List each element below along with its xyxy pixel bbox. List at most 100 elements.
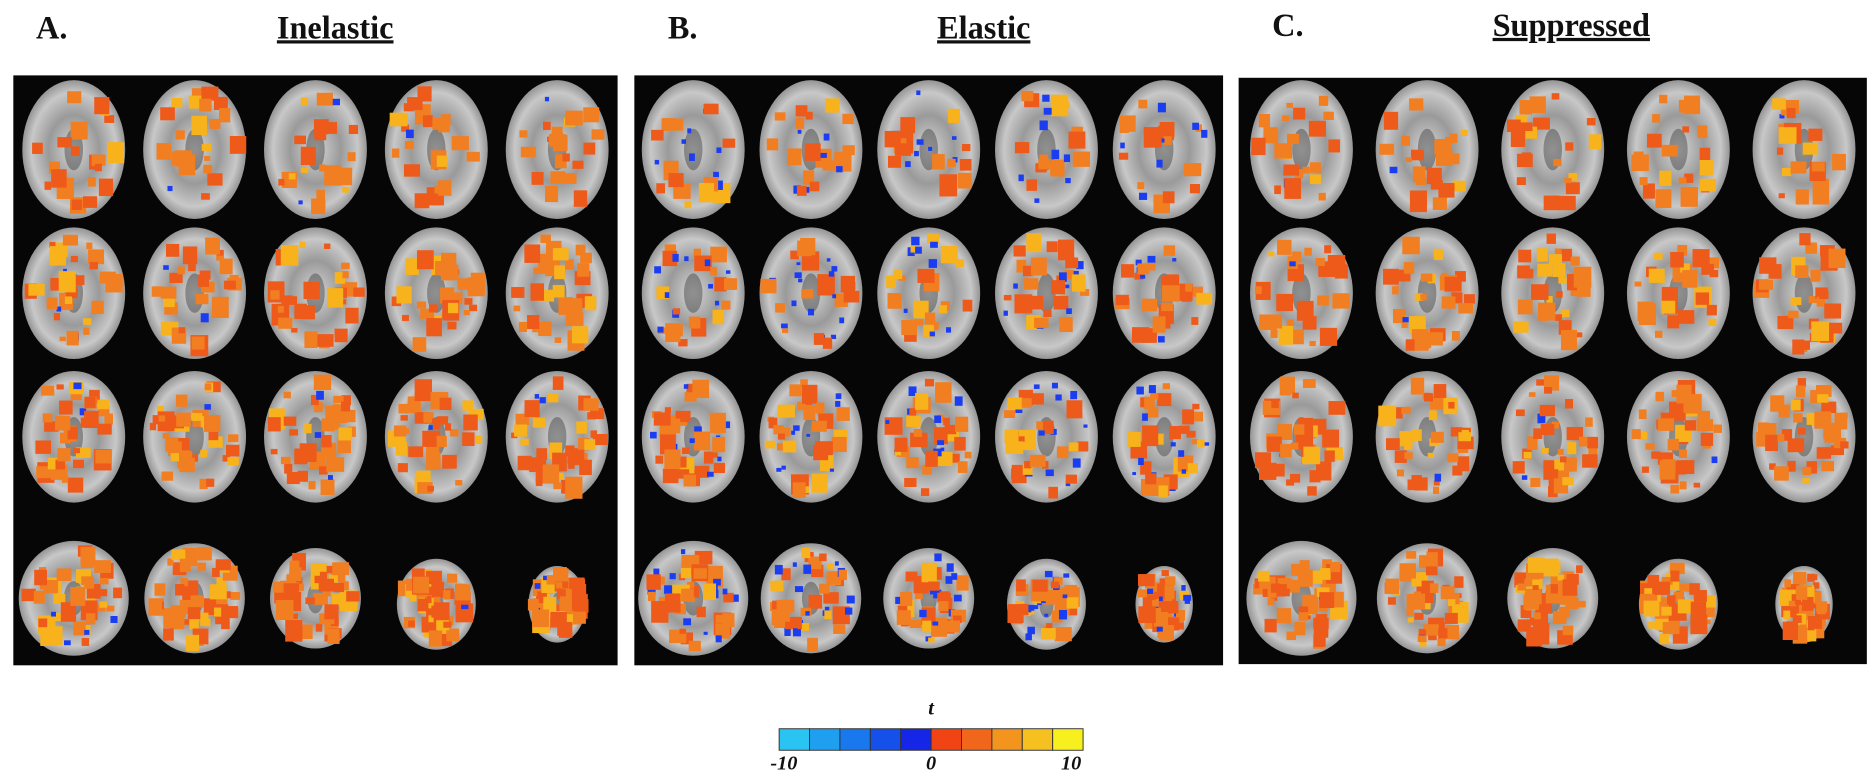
positive-activation — [1121, 264, 1134, 277]
positive-activation — [447, 322, 456, 329]
positive-activation — [188, 255, 194, 263]
positive-activation — [55, 416, 70, 431]
positive-activation — [1802, 478, 1810, 484]
positive-activation — [73, 460, 84, 468]
positive-activation — [793, 482, 806, 498]
positive-activation — [198, 563, 206, 571]
positive-activation — [1302, 167, 1309, 174]
positive-activation — [1161, 303, 1173, 311]
positive-activation — [1251, 138, 1265, 155]
positive-activation — [176, 413, 191, 427]
positive-activation — [230, 592, 240, 600]
positive-activation — [1803, 143, 1818, 155]
positive-activation — [910, 620, 921, 628]
positive-activation — [1416, 177, 1426, 185]
positive-activation — [1778, 434, 1785, 442]
positive-activation — [684, 201, 691, 208]
positive-activation — [171, 98, 182, 107]
positive-activation — [770, 581, 783, 592]
positive-activation — [1694, 483, 1701, 488]
positive-activation — [1634, 152, 1644, 160]
positive-activation — [1119, 153, 1128, 160]
negative-activation — [73, 383, 81, 390]
positive-activation — [1817, 394, 1828, 403]
brain-ventricle — [1418, 129, 1437, 171]
negative-activation — [929, 259, 937, 268]
negative-activation — [684, 384, 689, 389]
positive-activation — [943, 621, 960, 633]
positive-activation — [270, 290, 279, 299]
positive-activation — [1310, 174, 1321, 184]
negative-activation — [793, 628, 798, 633]
positive-activation — [85, 397, 96, 408]
negative-activation — [1070, 391, 1077, 399]
positive-activation — [285, 620, 302, 642]
positive-activation — [1024, 278, 1039, 290]
positive-activation — [176, 395, 188, 407]
positive-activation — [1410, 190, 1427, 212]
colorbar-cell — [901, 729, 931, 751]
negative-activation — [955, 396, 963, 405]
positive-activation — [1708, 319, 1716, 326]
positive-activation — [95, 164, 102, 171]
positive-activation — [1700, 179, 1716, 192]
positive-activation — [99, 601, 107, 607]
positive-activation — [1279, 326, 1294, 345]
positive-activation — [925, 379, 934, 387]
positive-activation — [83, 327, 89, 334]
positive-activation — [1268, 598, 1275, 605]
negative-activation — [1042, 95, 1049, 102]
positive-activation — [704, 452, 713, 464]
positive-activation — [816, 403, 825, 414]
positive-activation — [1659, 171, 1671, 186]
positive-activation — [180, 559, 191, 572]
negative-activation — [930, 332, 935, 337]
positive-activation — [201, 193, 210, 200]
positive-activation — [778, 405, 795, 418]
negative-activation — [1158, 336, 1165, 342]
positive-activation — [1137, 182, 1144, 189]
positive-activation — [191, 595, 204, 607]
positive-activation — [1004, 295, 1012, 300]
positive-activation — [1655, 331, 1662, 338]
positive-activation — [545, 186, 558, 202]
positive-activation — [442, 455, 457, 469]
positive-activation — [443, 590, 450, 599]
negative-activation — [781, 324, 788, 329]
negative-activation — [847, 596, 855, 604]
positive-activation — [841, 276, 855, 293]
positive-activation — [437, 436, 447, 447]
positive-activation — [543, 122, 551, 130]
positive-activation — [326, 457, 344, 472]
negative-activation — [1138, 458, 1144, 465]
positive-activation — [1011, 468, 1021, 479]
positive-activation — [1448, 599, 1455, 606]
positive-activation — [900, 592, 912, 606]
positive-activation — [1829, 249, 1846, 268]
positive-activation — [937, 593, 951, 603]
positive-activation — [1452, 466, 1462, 476]
positive-activation — [50, 246, 66, 265]
positive-activation — [1793, 413, 1802, 422]
positive-activation — [823, 160, 836, 170]
positive-activation — [1077, 441, 1088, 451]
positive-activation — [689, 641, 701, 651]
positive-activation — [1032, 580, 1047, 592]
positive-activation — [782, 328, 788, 333]
positive-activation — [680, 629, 686, 634]
positive-activation — [1678, 310, 1695, 324]
positive-activation — [1332, 293, 1350, 308]
positive-activation — [170, 614, 185, 629]
positive-activation — [1787, 108, 1796, 118]
positive-activation — [531, 283, 544, 300]
positive-activation — [432, 418, 438, 423]
positive-activation — [1138, 606, 1155, 623]
negative-activation — [1171, 442, 1176, 446]
positive-activation — [812, 474, 828, 493]
positive-activation — [648, 592, 656, 601]
positive-activation — [1138, 589, 1147, 597]
positive-activation — [1286, 103, 1293, 108]
negative-activation — [798, 130, 802, 134]
positive-activation — [205, 384, 212, 391]
negative-activation — [806, 434, 810, 437]
